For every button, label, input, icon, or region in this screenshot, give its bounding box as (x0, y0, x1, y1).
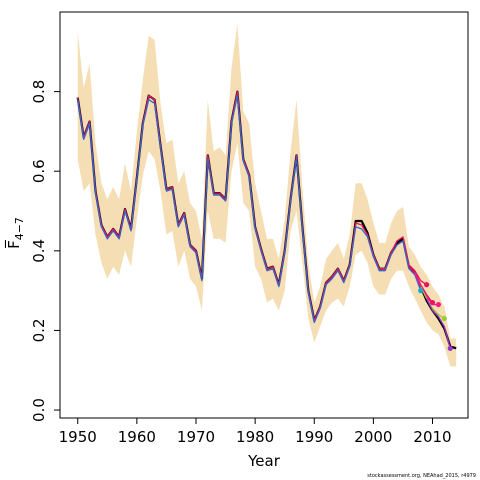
retro-points-layer (418, 282, 453, 351)
y-axis-title-subscript: 4−7 (13, 217, 26, 240)
credit-text: stockassessment.org, NEAhad_2015, r4979 (367, 473, 476, 479)
y-tick-label: 0.2 (30, 319, 48, 343)
series-lines-layer (76, 90, 457, 350)
x-tick-label: 1990 (295, 428, 333, 446)
y-axis-title-main: F̅ (4, 239, 23, 249)
x-tick-label: 1980 (236, 428, 274, 446)
x-axis-title: Year (247, 452, 281, 470)
retro-point-2 (429, 299, 436, 306)
y-tick-label: 0.4 (30, 239, 48, 263)
y-axis: 0.0 0.2 0.4 0.6 0.8 (30, 80, 61, 422)
x-tick-label: 2000 (354, 428, 392, 446)
retro-point-0 (418, 288, 424, 294)
y-axis-title-group: F̅4−7 (4, 217, 26, 249)
confidence-band (77, 23, 457, 367)
x-tick-label: 1970 (177, 428, 215, 446)
x-tick-label: 2010 (413, 428, 451, 446)
y-axis-title: F̅4−7 (4, 217, 26, 249)
x-tick-label: 1950 (59, 428, 97, 446)
series-line-3 (408, 266, 434, 303)
y-tick-label: 0.8 (30, 80, 48, 104)
x-axis: 1950 1960 1970 1980 1990 2000 2010 (59, 417, 452, 446)
retro-point-3 (435, 301, 442, 308)
x-tick-label: 1960 (118, 428, 156, 446)
series-line-2 (77, 94, 422, 324)
y-tick-label: 0.0 (30, 398, 48, 422)
retro-point-5 (447, 345, 453, 351)
series-line-5 (420, 286, 445, 320)
retro-point-4 (441, 315, 447, 322)
series-line-6 (426, 298, 451, 349)
retro-point-1 (424, 282, 430, 288)
series-line-4 (414, 272, 439, 306)
confidence-band-layer (77, 23, 457, 367)
y-tick-label: 0.6 (30, 159, 48, 183)
